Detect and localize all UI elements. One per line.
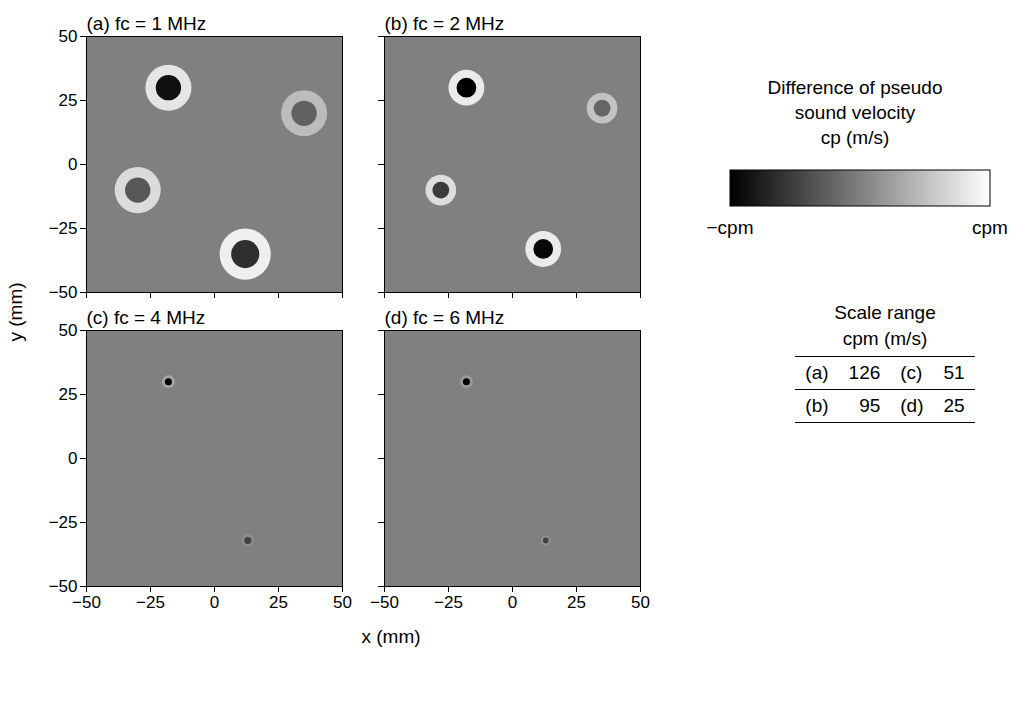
html-text:(a): (a) — [805, 362, 829, 383]
html-text:Scale range: Scale range — [834, 302, 936, 323]
svg-text:−25: −25 — [49, 219, 78, 238]
html-text:126: 126 — [848, 362, 881, 383]
svg-text:50: 50 — [631, 593, 650, 612]
svg-text:sound velocity: sound velocity — [795, 102, 916, 123]
svg-text:0: 0 — [210, 593, 219, 612]
html-text:x (mm): x (mm) — [361, 626, 421, 647]
html-text:25: 25 — [943, 395, 965, 416]
svg-text:(b) fc = 2 MHz: (b) fc = 2 MHz — [385, 13, 505, 34]
svg-text:(d) fc = 6 MHz: (d) fc = 6 MHz — [385, 307, 505, 328]
svg-text:−50: −50 — [48, 282, 78, 302]
html-text:(b): (b) — [805, 395, 829, 416]
svg-text:−25: −25 — [49, 513, 78, 532]
svg-text:50: 50 — [59, 321, 78, 340]
svg-text:cpm: cpm — [972, 217, 1008, 238]
svg-text:0: 0 — [68, 155, 77, 174]
svg-text:−25: −25 — [434, 593, 463, 612]
svg-text:−50: −50 — [48, 576, 78, 596]
svg-text:25: 25 — [59, 385, 78, 404]
svg-text:(c) fc = 4 MHz: (c) fc = 4 MHz — [87, 307, 206, 328]
svg-text:cp (m/s): cp (m/s) — [821, 127, 890, 148]
html-text:51: 51 — [943, 362, 965, 383]
svg-text:25: 25 — [269, 593, 288, 612]
svg-text:25: 25 — [59, 91, 78, 110]
svg-text:−cpm: −cpm — [707, 217, 754, 238]
html-text:95: 95 — [859, 395, 881, 416]
svg-text:Difference of pseudo: Difference of pseudo — [768, 77, 943, 98]
svg-text:0: 0 — [508, 593, 517, 612]
svg-text:−25: −25 — [136, 593, 165, 612]
svg-text:−50: −50 — [370, 593, 399, 612]
svg-text:−50: −50 — [72, 593, 101, 612]
svg-text:50: 50 — [333, 593, 352, 612]
html-text:cpm (m/s): cpm (m/s) — [842, 328, 928, 349]
svg-text:50: 50 — [59, 27, 78, 46]
svg-text:25: 25 — [567, 593, 586, 612]
html-text:(c): (c) — [900, 362, 923, 383]
html-text:y (mm): y (mm) — [5, 282, 26, 342]
html-text:(d): (d) — [900, 395, 924, 416]
svg-text:0: 0 — [68, 449, 77, 468]
svg-text:(a) fc = 1 MHz: (a) fc = 1 MHz — [87, 13, 207, 34]
